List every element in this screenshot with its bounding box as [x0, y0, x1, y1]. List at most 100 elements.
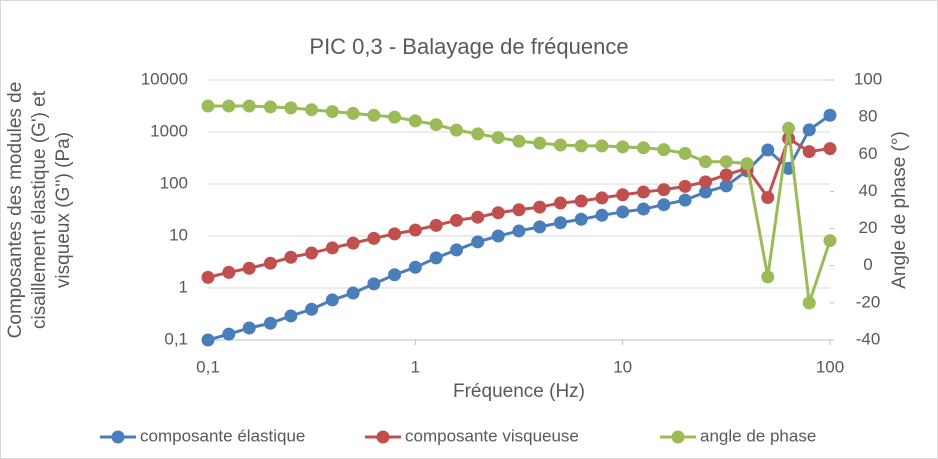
- y-tick-label: 10000: [141, 69, 188, 88]
- x-tick-label: 1: [411, 357, 420, 376]
- y2-tick-label: -40: [856, 329, 881, 348]
- data-point: [491, 131, 505, 145]
- data-point: [636, 202, 650, 216]
- data-point: [450, 243, 464, 257]
- data-point: [388, 227, 402, 241]
- data-point: [388, 268, 402, 282]
- data-point: [512, 203, 526, 217]
- data-point: [823, 108, 837, 122]
- data-point: [305, 246, 319, 260]
- y2-tick-label: 0: [863, 255, 872, 274]
- data-point: [595, 191, 609, 205]
- data-point: [450, 123, 464, 137]
- y2-tick-label: 40: [859, 181, 878, 200]
- data-point: [533, 220, 547, 234]
- data-point: [201, 333, 215, 347]
- data-point: [242, 261, 256, 275]
- chart-title: PIC 0,3 - Balayage de fréquence: [309, 34, 628, 59]
- data-point: [491, 229, 505, 243]
- y-tick-label: 10: [169, 225, 188, 244]
- data-point: [284, 309, 298, 323]
- data-point: [346, 106, 360, 120]
- data-point: [263, 316, 277, 330]
- data-point: [553, 196, 567, 210]
- y-tick-label: 1: [179, 277, 188, 296]
- legend-marker: [111, 430, 125, 444]
- data-point: [222, 99, 236, 113]
- y2-tick-label: 100: [854, 69, 882, 88]
- data-point: [491, 206, 505, 220]
- data-point: [636, 141, 650, 155]
- data-point: [802, 145, 816, 159]
- y2-tick-label: -20: [856, 292, 881, 311]
- data-point: [657, 198, 671, 212]
- data-point: [782, 121, 796, 135]
- data-point: [616, 205, 630, 219]
- data-point: [263, 256, 277, 270]
- data-point: [616, 140, 630, 154]
- data-point: [242, 99, 256, 113]
- data-point: [678, 146, 692, 160]
- y-tick-label: 0,1: [164, 329, 188, 348]
- data-point: [719, 179, 733, 193]
- data-point: [595, 208, 609, 222]
- data-point: [719, 155, 733, 169]
- y2-tick-label: 60: [859, 144, 878, 163]
- data-point: [574, 139, 588, 153]
- data-point: [802, 296, 816, 310]
- data-point: [284, 101, 298, 115]
- legend-label: composante élastique: [140, 426, 305, 445]
- data-point: [471, 210, 485, 224]
- data-point: [802, 123, 816, 137]
- data-point: [719, 168, 733, 182]
- data-point: [408, 223, 422, 237]
- data-point: [201, 270, 215, 284]
- x-tick-label: 10: [613, 357, 632, 376]
- data-point: [284, 250, 298, 264]
- data-point: [574, 194, 588, 208]
- data-point: [346, 286, 360, 300]
- data-point: [367, 108, 381, 122]
- data-point: [823, 142, 837, 156]
- data-point: [408, 114, 422, 128]
- data-point: [222, 265, 236, 279]
- data-point: [471, 235, 485, 249]
- data-point: [367, 277, 381, 291]
- x-axis-label: Fréquence (Hz): [453, 381, 585, 402]
- legend-label: composante visqueuse: [405, 426, 579, 445]
- data-point: [574, 212, 588, 226]
- y-axis-label-line: visqueux (G'') (Pa): [53, 132, 74, 288]
- y2-tick-label: 20: [859, 218, 878, 237]
- data-point: [657, 183, 671, 197]
- data-point: [533, 200, 547, 214]
- data-point: [699, 175, 713, 189]
- data-point: [553, 138, 567, 152]
- legend-label: angle de phase: [700, 426, 816, 445]
- data-point: [471, 127, 485, 141]
- data-point: [305, 302, 319, 316]
- data-point: [657, 143, 671, 157]
- data-point: [450, 213, 464, 227]
- data-point: [678, 179, 692, 193]
- data-point: [699, 155, 713, 169]
- data-point: [346, 236, 360, 250]
- data-point: [761, 191, 775, 205]
- data-point: [553, 216, 567, 230]
- data-point: [761, 143, 775, 157]
- data-point: [429, 118, 443, 132]
- y2-axis-label: Angle de phase (°): [889, 131, 910, 289]
- data-point: [408, 260, 422, 274]
- data-point: [761, 270, 775, 284]
- data-point: [678, 193, 692, 207]
- legend-marker: [376, 430, 390, 444]
- data-point: [201, 99, 215, 113]
- y-axis-label-line: Composantes des modules de: [5, 82, 26, 339]
- data-point: [429, 251, 443, 265]
- data-point: [616, 188, 630, 202]
- data-point: [740, 157, 754, 171]
- data-point: [222, 327, 236, 341]
- data-point: [242, 321, 256, 335]
- data-point: [263, 100, 277, 114]
